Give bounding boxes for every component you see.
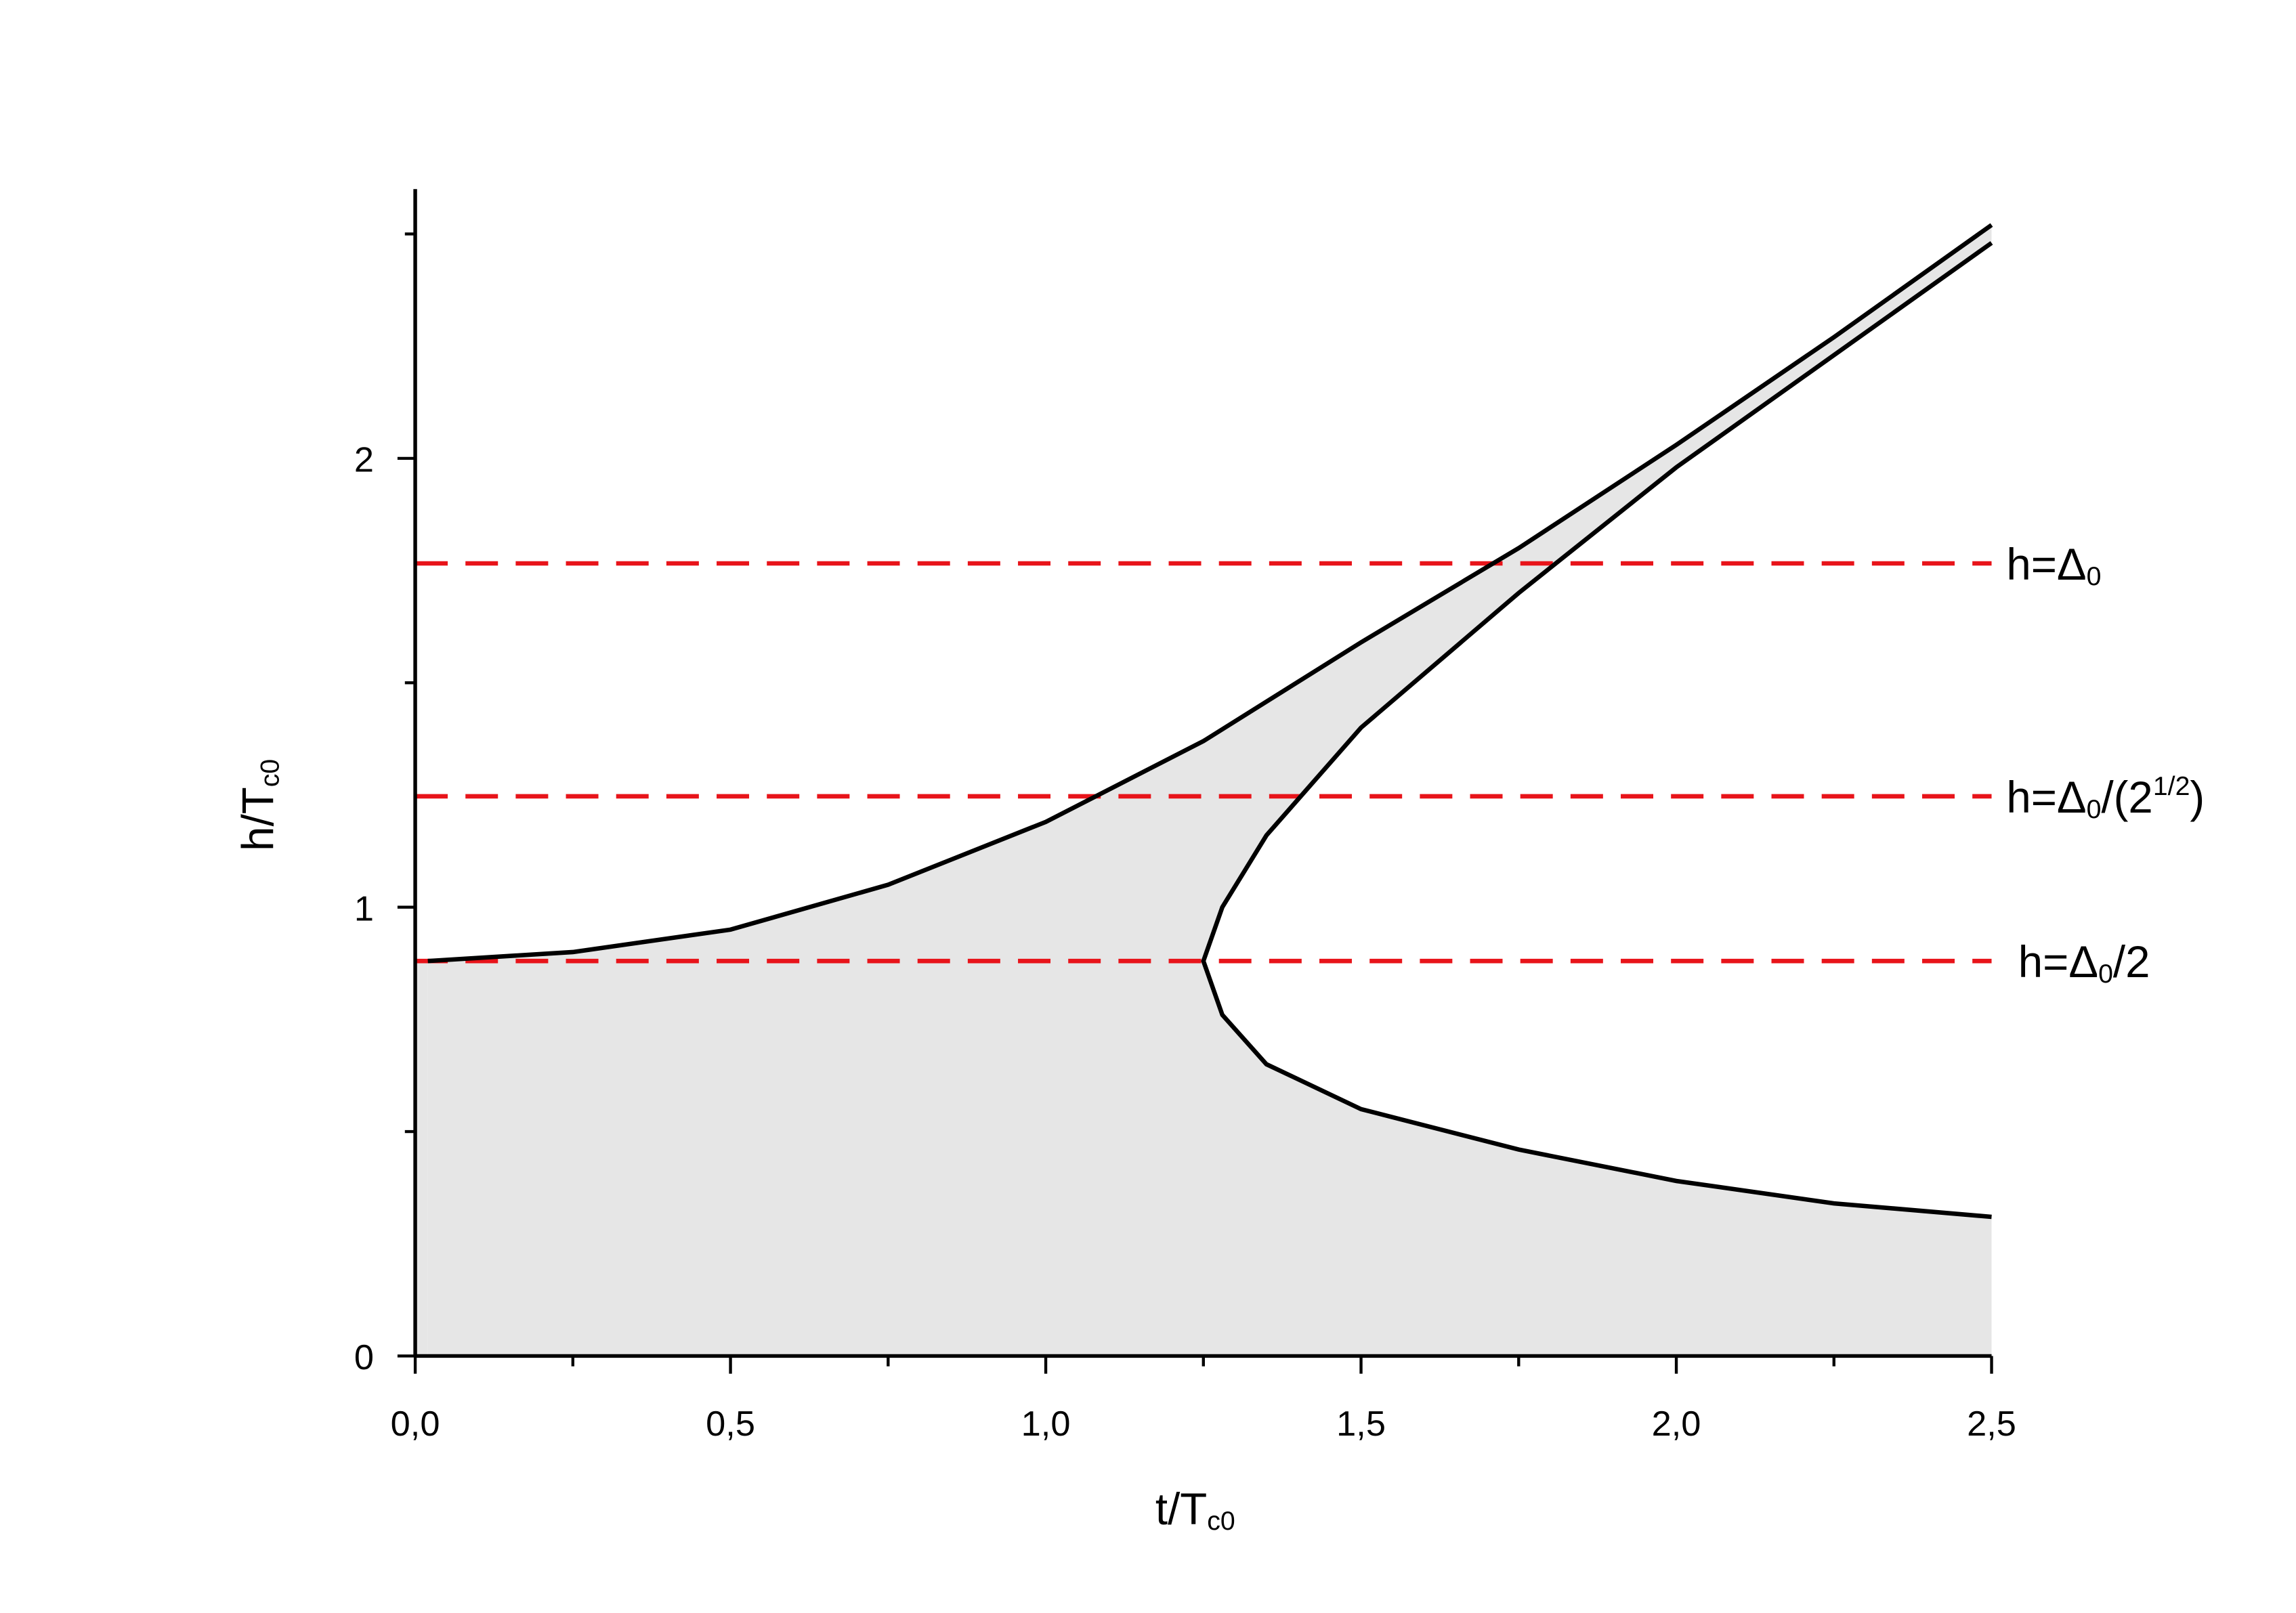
reference-label: h=Δ0 — [2006, 540, 2101, 591]
curve — [427, 223, 1993, 964]
label-part: c0 — [255, 759, 285, 787]
curve — [1201, 241, 1993, 1220]
y-tick-label: 0 — [354, 1338, 374, 1377]
x-tick-label: 0,5 — [706, 1404, 755, 1444]
label-part: /(2 — [2101, 773, 2152, 822]
shaded-region — [427, 225, 1992, 1356]
y-tick-label: 2 — [354, 441, 374, 480]
label-part: /2 — [2113, 937, 2150, 987]
label-part: 1/2 — [2153, 771, 2190, 801]
y-tick-label: 1 — [354, 889, 374, 928]
x-tick-label: 0,0 — [391, 1404, 440, 1444]
label-part: h=Δ — [2006, 773, 2086, 822]
label-part: t/T — [1155, 1484, 1207, 1534]
label-part: c0 — [1207, 1506, 1235, 1536]
reference-label: h=Δ0/(21/2) — [2006, 771, 2205, 824]
label-part: h/T — [234, 787, 283, 851]
label-part: h=Δ — [2018, 937, 2098, 987]
label-part: ) — [2190, 773, 2205, 822]
x-tick-label: 2,0 — [1652, 1404, 1701, 1444]
label-part: 0 — [2087, 561, 2102, 591]
reference-label: h=Δ0/2 — [2018, 937, 2150, 989]
x-tick-label: 1,5 — [1336, 1404, 1386, 1444]
x-tick-label: 1,0 — [1021, 1404, 1071, 1444]
x-axis-title: t/Tc0 — [1155, 1484, 1235, 1536]
shaded-edge — [415, 961, 428, 1356]
x-tick-label: 2,5 — [1967, 1404, 2016, 1444]
label-part: 0 — [2098, 959, 2113, 989]
label-part: h=Δ — [2006, 540, 2086, 589]
y-axis-title: h/Tc0 — [234, 759, 285, 851]
label-part: 0 — [2087, 794, 2102, 824]
